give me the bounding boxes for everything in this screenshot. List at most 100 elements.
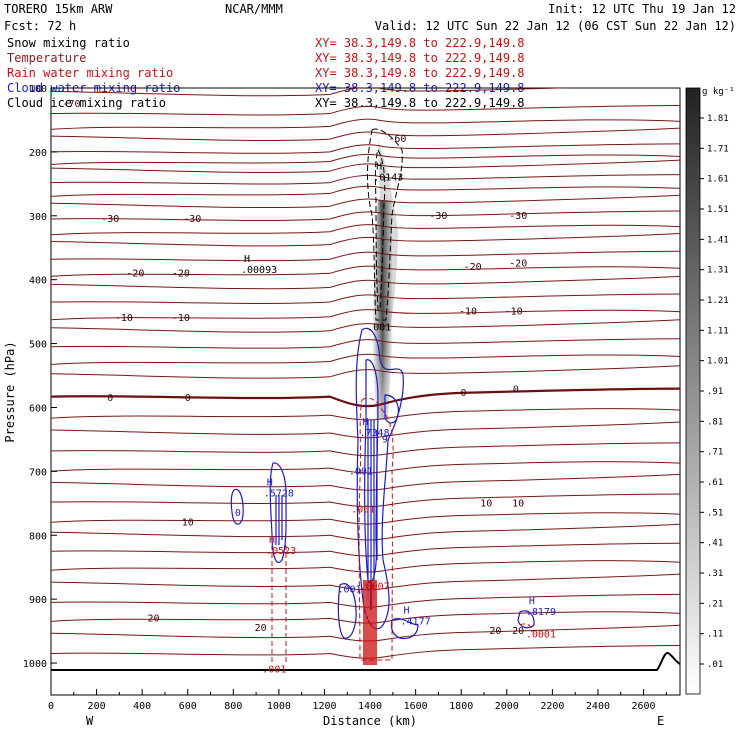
max-value: .0143: [373, 172, 403, 183]
contour-label: .001: [351, 505, 375, 516]
temperature-label: 20: [512, 626, 524, 637]
isotherm: [51, 573, 680, 591]
fcst-hour: Fcst: 72 h: [4, 19, 76, 33]
temperature-labels: -70 -60 -30 -30 -30 -30 -20 -20 -20 -20 -10 -10 -10 -…: [62, 99, 527, 637]
temperature-label: 0: [460, 388, 466, 399]
colorbar-label: 1.51: [707, 205, 729, 215]
colorbar-gradient: [685, 87, 701, 695]
x-tick-label: 400: [133, 701, 151, 712]
max-marker: H: [244, 254, 250, 265]
isotherm: [51, 118, 680, 130]
contour-label: .001: [262, 664, 286, 675]
colorbar-label: .11: [707, 630, 723, 640]
temperature-label: -10: [172, 313, 190, 324]
colorbar-label: 1.11: [707, 326, 729, 336]
contour-label: 9: [382, 434, 388, 445]
x-tick-label: 2200: [540, 701, 564, 712]
y-tick-label: 300: [29, 212, 47, 223]
y-tick-label: 800: [29, 531, 47, 542]
isotherm: [51, 185, 680, 197]
temperature-label: 20: [148, 613, 160, 624]
x-tick-label: 2600: [631, 701, 655, 712]
x-tick-label: 600: [179, 701, 197, 712]
max-value: .4177: [401, 617, 431, 628]
isotherm: [51, 542, 680, 557]
valid-time: Valid: 12 UTC Sun 22 Jan 12 (06 CST Sun …: [375, 19, 736, 33]
x-axis: 0 200 400 600 800 1000 1200 1400 1600 1800 2000 220…: [48, 689, 667, 712]
y-tick-label: 400: [29, 276, 47, 287]
temperature-label: -70: [62, 99, 80, 110]
terrain-line: [51, 652, 680, 671]
y-tick-label: 600: [29, 403, 47, 414]
colorbar-label: 1.01: [707, 357, 729, 367]
max-value: .0523: [266, 546, 296, 557]
init-time: Init: 12 UTC Thu 19 Jan 12: [548, 2, 736, 16]
colorbar-label: 1.81: [707, 114, 729, 124]
max-marker: H: [404, 606, 410, 617]
isotherm: [51, 512, 680, 525]
contour-label: .001: [338, 585, 362, 596]
y-axis-title: Pressure (hPa): [3, 341, 17, 442]
x-tick-label: 2400: [586, 701, 610, 712]
y-tick-label: 500: [29, 340, 47, 351]
temperature-label: -20: [126, 268, 144, 279]
isotherm: [51, 224, 680, 236]
isotherm: [51, 159, 680, 173]
isotherm: [51, 174, 680, 185]
y-tick-label: 700: [29, 467, 47, 478]
legend-xy-temperature: XY= 38.3,149.8 to 222.9,149.8: [315, 51, 525, 65]
max-marker: H: [363, 417, 369, 428]
max-value: .00093: [241, 265, 277, 276]
temperature-label: -20: [172, 268, 190, 279]
x-left-endpoint: W: [86, 714, 94, 728]
isotherm: [51, 523, 680, 541]
isotherm: [51, 493, 680, 508]
y-tick-label: 1000: [23, 659, 47, 670]
isotherm: [51, 560, 680, 573]
x-tick-label: 2000: [495, 701, 519, 712]
x-right-endpoint: E: [657, 714, 664, 728]
colorbar-label: .21: [707, 599, 723, 609]
max-marker: H: [267, 478, 273, 489]
isotherm: [51, 127, 680, 141]
isotherm: [51, 250, 680, 262]
temperature-label: -30: [183, 214, 201, 225]
colorbar-label: .61: [707, 478, 723, 488]
colorbar-label: 1.61: [707, 175, 729, 185]
temperature-label: -10: [115, 313, 133, 324]
colorbar-label: .51: [707, 508, 723, 518]
isotherm: [51, 461, 680, 474]
org-title: NCAR/MMM: [225, 2, 283, 16]
isotherm: [51, 593, 680, 608]
temperature-label: 0: [185, 393, 191, 404]
colorbar-label: 1.21: [707, 296, 729, 306]
rain-water-core: [363, 580, 377, 665]
y-tick-label: 100: [29, 84, 47, 95]
max-value: .8179: [526, 607, 556, 618]
temperature-label: 0: [513, 385, 519, 396]
isotherm: [51, 275, 680, 290]
colorbar-label: .71: [707, 448, 723, 458]
isotherm: [51, 88, 576, 97]
colorbar-label: 1.31: [707, 266, 729, 276]
colorbar-label: .01: [707, 660, 723, 670]
isotherm: [51, 338, 680, 349]
isotherm: [51, 293, 680, 304]
temperature-label: -20: [464, 262, 482, 273]
legend-label-rain: Rain water mixing ratio: [7, 66, 173, 80]
contour-label: 0: [235, 508, 241, 519]
temperature-label: -60: [388, 134, 406, 145]
isotherm: [51, 143, 680, 154]
y-tick-label: 900: [29, 595, 47, 606]
isotherm: [51, 105, 680, 116]
temperature-label: 20: [489, 626, 501, 637]
isotherm: [51, 408, 680, 421]
x-tick-label: 0: [48, 701, 54, 712]
colorbar-units: g kg⁻¹: [702, 87, 735, 97]
rain-water-contours: [271, 397, 533, 665]
colorbar-label: 1.41: [707, 235, 729, 245]
max-value-labels: H.0143H.00093H.5728H.0523H.7348H.4177H.8…: [241, 161, 556, 640]
temperature-label: -20: [509, 259, 527, 270]
